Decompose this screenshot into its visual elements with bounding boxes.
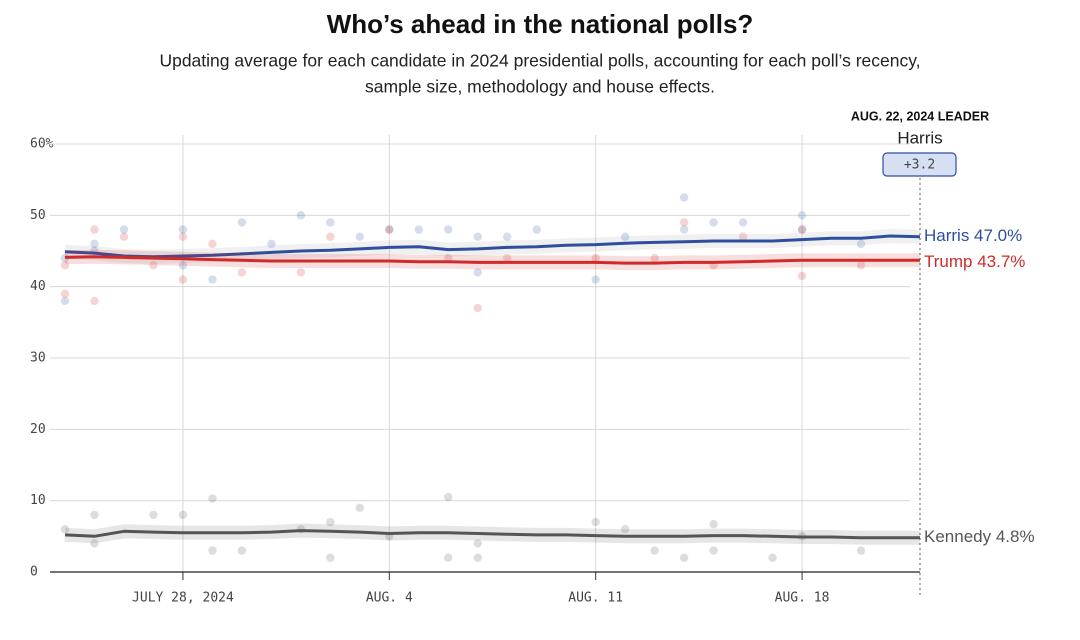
- poll-dot: [503, 253, 512, 263]
- trend-line: [64, 234, 921, 259]
- poll-dot: [473, 553, 482, 562]
- poll-dot: [650, 546, 659, 555]
- poll-dot: [178, 510, 188, 520]
- y-tick-label: 20: [30, 422, 46, 437]
- leader-box: [882, 152, 957, 177]
- poll-dot: [326, 517, 335, 527]
- poll-dot: [444, 492, 453, 502]
- poll-dot: [709, 218, 718, 227]
- poll-dot: [738, 218, 748, 227]
- poll-dot: [355, 232, 365, 241]
- poll-dot: [178, 261, 188, 270]
- poll-dot: [532, 225, 541, 234]
- series-label: Kennedy 4.8%: [924, 527, 1035, 546]
- poll-dot: [679, 225, 689, 234]
- poll-dot: [797, 225, 807, 234]
- poll-dot: [237, 218, 247, 227]
- y-tick-label: 50: [30, 208, 46, 223]
- poll-dot: [208, 239, 217, 249]
- poll-dot: [208, 275, 217, 284]
- chart-title: Who’s ahead in the national polls?: [327, 9, 754, 39]
- poll-dot: [385, 225, 394, 234]
- poll-dot: [237, 268, 247, 277]
- poll-dot: [650, 253, 659, 263]
- poll-dot: [591, 517, 600, 527]
- poll-dot: [591, 253, 600, 263]
- poll-dot: [444, 553, 453, 562]
- poll-dot: [178, 232, 188, 241]
- poll-dot: [473, 232, 482, 241]
- y-tick-label: 60%: [30, 137, 54, 152]
- subtitle: Updating average for each candidate in 2…: [159, 51, 920, 71]
- poll-dot: [326, 553, 335, 562]
- poll-dot: [208, 546, 217, 555]
- trend-line: [64, 529, 920, 540]
- y-tick-label: 30: [30, 351, 46, 366]
- poll-dot: [473, 268, 482, 277]
- poll-dot: [503, 232, 512, 241]
- poll-dot: [326, 232, 335, 241]
- x-tick-label: AUG. 11: [568, 591, 623, 606]
- poll-dot: [856, 239, 866, 249]
- poll-dot: [60, 296, 70, 306]
- y-tick-label: 0: [30, 565, 38, 580]
- poll-dot: [444, 225, 453, 234]
- poll-dot: [679, 218, 689, 227]
- y-tick-label: 10: [30, 493, 46, 508]
- poll-dot: [591, 275, 600, 284]
- poll-dot: [119, 225, 129, 234]
- poll-dot: [620, 232, 630, 241]
- poll-dot: [414, 225, 423, 234]
- poll-dot: [90, 510, 99, 520]
- subtitle: sample size, methodology and house effec…: [365, 77, 715, 97]
- poll-dot: [267, 239, 276, 249]
- poll-dot: [90, 225, 99, 234]
- poll-dot: [797, 271, 807, 281]
- poll-dot: [60, 289, 70, 298]
- poll-dot: [768, 553, 777, 562]
- poll-dot: [856, 261, 866, 270]
- poll-dot: [296, 211, 306, 220]
- poll-dot: [355, 503, 365, 512]
- poll-dot: [473, 539, 482, 548]
- trend-line: [64, 255, 920, 265]
- poll-dot: [178, 275, 188, 284]
- poll-dot: [797, 211, 807, 220]
- poll-dot: [797, 225, 807, 234]
- poll-dot: [856, 546, 866, 555]
- poll-dot: [237, 546, 247, 555]
- poll-dot: [473, 303, 482, 313]
- poll-dot: [709, 520, 718, 529]
- poll-dot: [178, 225, 188, 234]
- poll-dot: [738, 232, 748, 241]
- series-label: Trump 43.7%: [924, 252, 1025, 271]
- poll-dot: [296, 268, 306, 277]
- y-tick-label: 40: [30, 279, 46, 294]
- leader-margin: +3.2: [904, 158, 935, 173]
- poll-dot: [90, 296, 99, 306]
- poll-dot: [385, 225, 394, 234]
- leader-name: Harris: [897, 128, 942, 147]
- poll-dot: [679, 193, 689, 202]
- poll-dot: [60, 261, 70, 270]
- poll-dot: [119, 232, 129, 241]
- leader-title: AUG. 22, 2024 LEADER: [851, 109, 989, 123]
- x-tick-label: JULY 28, 2024: [132, 591, 234, 606]
- poll-dot: [149, 510, 158, 520]
- series-label: Harris 47.0%: [924, 226, 1022, 245]
- poll-dot: [208, 494, 217, 503]
- poll-dot: [326, 218, 335, 227]
- poll-dot: [60, 525, 70, 534]
- poll-dot: [90, 239, 99, 249]
- poll-dot: [620, 525, 630, 534]
- poll-dot: [90, 539, 99, 548]
- poll-dot: [679, 553, 689, 562]
- x-tick-label: AUG. 18: [775, 591, 830, 606]
- poll-dot: [709, 546, 718, 555]
- x-tick-label: AUG. 4: [366, 591, 413, 606]
- poll-dot: [149, 261, 158, 270]
